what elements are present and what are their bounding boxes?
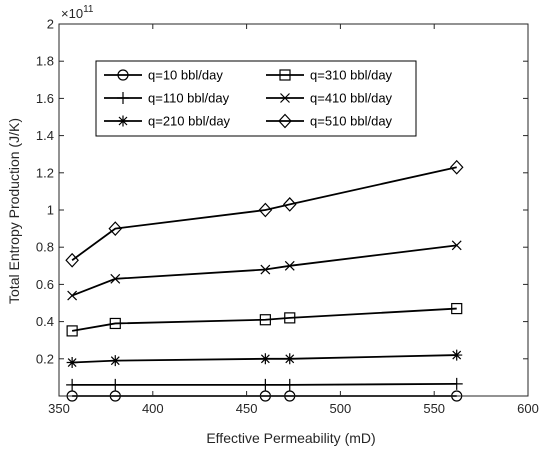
y-tick-label: 0.8 xyxy=(36,240,54,255)
data-point-star xyxy=(259,353,271,365)
data-point-square xyxy=(66,325,78,337)
x-tick-label: 350 xyxy=(48,401,70,416)
y-axis-title: Total Entropy Production (J/K) xyxy=(6,118,22,304)
y-tick-label: 1.4 xyxy=(36,128,54,143)
data-point-plus xyxy=(259,378,272,391)
legend-marker-x xyxy=(280,93,290,103)
legend-label: q=510 bbl/day xyxy=(310,114,393,129)
data-point-plus xyxy=(450,377,463,390)
legend: q=10 bbl/day q=110 bbl/day q=210 bbl/day q=… xyxy=(95,60,417,137)
legend-marker-square xyxy=(279,69,291,81)
x-tick-label: 600 xyxy=(517,401,539,416)
data-point-x xyxy=(67,290,78,301)
y-tick-label: 2 xyxy=(47,17,54,32)
data-point-x xyxy=(284,260,295,271)
data-point-diamond xyxy=(108,221,123,236)
legend-marker-circle xyxy=(117,69,129,81)
data-point-star xyxy=(284,353,296,365)
axes: 350 400 450 500 550 600 0.2 0.4 0.6 0.8 1 1.2 1.4 1.6… xyxy=(36,17,539,417)
legend-label: q=10 bbl/day xyxy=(148,68,223,83)
y-tick-label: 1 xyxy=(47,203,54,218)
legend-marker-plus xyxy=(117,92,129,104)
y-exponent-label: ×1011 xyxy=(61,4,94,21)
legend-marker-diamond xyxy=(278,113,292,129)
data-point-star xyxy=(109,355,121,367)
legend-marker-star xyxy=(117,115,129,127)
y-exponent-base: ×10 xyxy=(61,6,83,21)
data-point-diamond xyxy=(282,197,297,212)
data-point-square xyxy=(451,302,463,315)
series-line-4 xyxy=(71,307,457,332)
data-point-diamond xyxy=(65,252,79,268)
legend-label: q=210 bbl/day xyxy=(148,114,231,129)
data-point-diamond xyxy=(449,159,464,175)
x-tick-label: 550 xyxy=(423,401,445,416)
data-point-star xyxy=(66,357,78,369)
data-point-x xyxy=(260,264,271,275)
data-point-star xyxy=(451,349,463,361)
x-tick-label: 500 xyxy=(330,401,352,416)
data-point-plus xyxy=(109,378,122,391)
y-exponent-power: 11 xyxy=(83,4,94,15)
legend-label: q=110 bbl/day xyxy=(148,91,230,106)
y-tick-label: 0.2 xyxy=(36,351,54,366)
legend-label: q=310 bbl/day xyxy=(310,68,393,83)
legend-box xyxy=(95,60,417,137)
data-point-square xyxy=(109,317,121,330)
series-line-6 xyxy=(71,166,457,261)
data-point-diamond xyxy=(258,202,273,218)
y-tick-label: 1.8 xyxy=(36,54,54,69)
data-point-x xyxy=(110,273,121,284)
data-point-square xyxy=(284,312,296,324)
data-point-plus xyxy=(283,378,296,391)
y-tick-label: 0.6 xyxy=(36,277,54,292)
y-tick-label: 1.6 xyxy=(36,91,54,106)
x-axis-title: Effective Permeability (mD) xyxy=(206,430,375,446)
x-tick-label: 450 xyxy=(236,401,258,416)
data-point-square xyxy=(259,314,271,326)
x-tick-label: 400 xyxy=(142,401,164,416)
y-tick-label: 1.2 xyxy=(36,165,54,180)
y-tick-label: 0.4 xyxy=(36,314,54,329)
data-point-x xyxy=(451,240,462,251)
data-point-plus xyxy=(66,378,79,391)
legend-label: q=410 bbl/day xyxy=(310,91,393,106)
